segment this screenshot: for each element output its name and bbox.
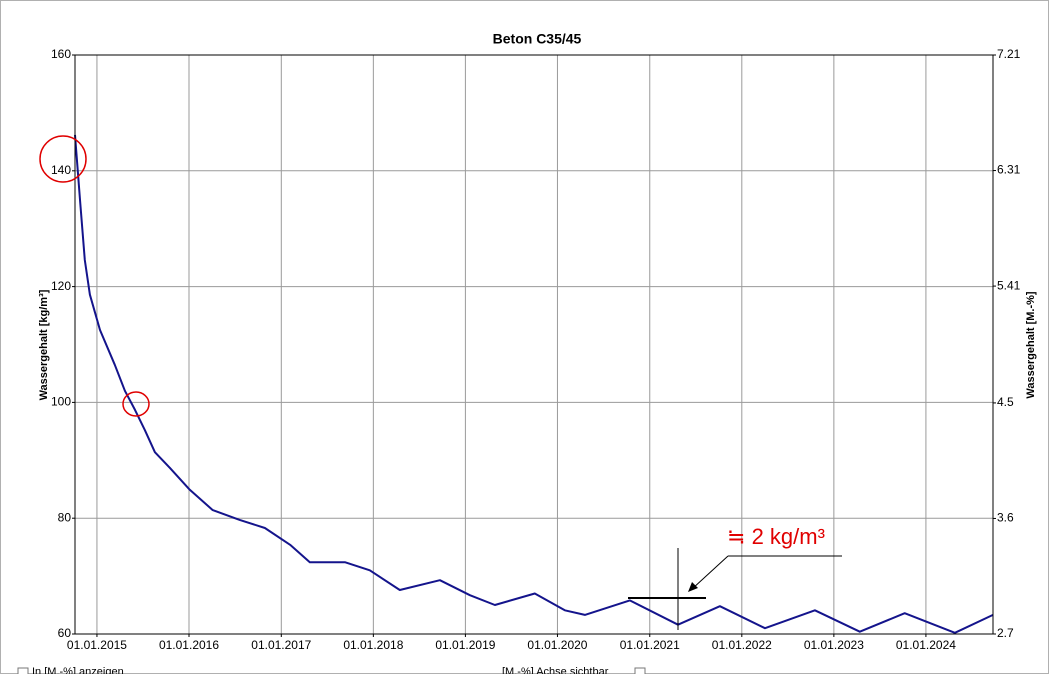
highlight-circle bbox=[122, 391, 150, 417]
x-tick-label: 01.01.2018 bbox=[343, 638, 403, 652]
y2-tick-label: 4.5 bbox=[997, 395, 1014, 409]
checkbox[interactable] bbox=[634, 667, 646, 674]
y-tick-label: 60 bbox=[58, 626, 72, 640]
y-tick-label: 140 bbox=[51, 163, 71, 177]
x-tick-label: 01.01.2016 bbox=[159, 638, 219, 652]
y2-axis-label: Wassergehalt [M.-%] bbox=[1025, 291, 1037, 399]
checkbox-label: In [M.-%] anzeigen bbox=[32, 666, 124, 674]
highlight-circle bbox=[39, 135, 87, 183]
y-tick-label: 80 bbox=[58, 510, 72, 524]
x-tick-label: 01.01.2021 bbox=[620, 638, 680, 652]
x-tick-label: 01.01.2022 bbox=[712, 638, 772, 652]
checkbox[interactable] bbox=[17, 667, 29, 674]
chart-title: Beton C35/45 bbox=[493, 31, 582, 47]
annotation-text: ≒ 2 kg/m³ bbox=[727, 524, 825, 549]
leader-arrow bbox=[691, 555, 729, 590]
x-tick-label: 01.01.2024 bbox=[896, 638, 956, 652]
y2-tick-label: 2.7 bbox=[997, 626, 1014, 640]
y2-tick-label: 5.41 bbox=[997, 278, 1021, 292]
y-tick-label: 120 bbox=[51, 279, 71, 293]
data-line bbox=[74, 134, 994, 634]
y-tick-label: 160 bbox=[51, 47, 71, 61]
plot-border bbox=[74, 54, 994, 635]
checkbox-label: [M.-%] Achse sichtbar bbox=[502, 666, 609, 674]
y-axis-label: Wassergehalt [kg/m³] bbox=[38, 289, 50, 400]
x-tick-label: 01.01.2023 bbox=[804, 638, 864, 652]
x-tick-label: 01.01.2019 bbox=[435, 638, 495, 652]
arrow-head bbox=[688, 582, 698, 592]
x-tick-label: 01.01.2020 bbox=[527, 638, 587, 652]
plot bbox=[74, 134, 994, 634]
y2-tick-label: 3.6 bbox=[997, 511, 1014, 525]
y2-tick-label: 7.21 bbox=[997, 47, 1021, 61]
x-tick-label: 01.01.2017 bbox=[251, 638, 311, 652]
y-tick-label: 100 bbox=[51, 395, 71, 409]
y2-tick-label: 6.31 bbox=[997, 163, 1021, 177]
x-tick-label: 01.01.2015 bbox=[67, 638, 127, 652]
